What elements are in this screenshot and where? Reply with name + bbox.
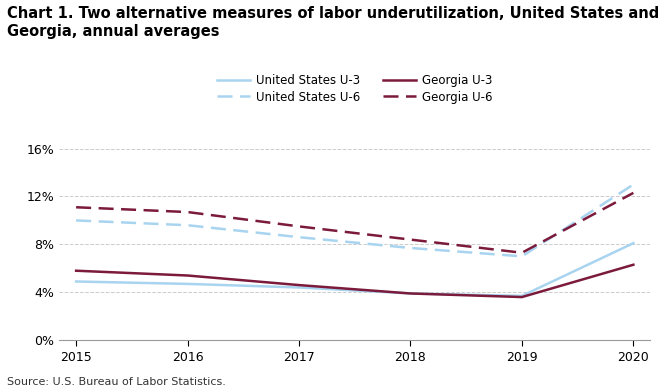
Text: Chart 1. Two alternative measures of labor underutilization, United States and: Chart 1. Two alternative measures of lab… bbox=[7, 6, 659, 21]
Legend: United States U-3, United States U-6, Georgia U-3, Georgia U-6: United States U-3, United States U-6, Ge… bbox=[216, 74, 493, 104]
Text: Georgia, annual averages: Georgia, annual averages bbox=[7, 24, 219, 39]
Text: Source: U.S. Bureau of Labor Statistics.: Source: U.S. Bureau of Labor Statistics. bbox=[7, 377, 226, 387]
